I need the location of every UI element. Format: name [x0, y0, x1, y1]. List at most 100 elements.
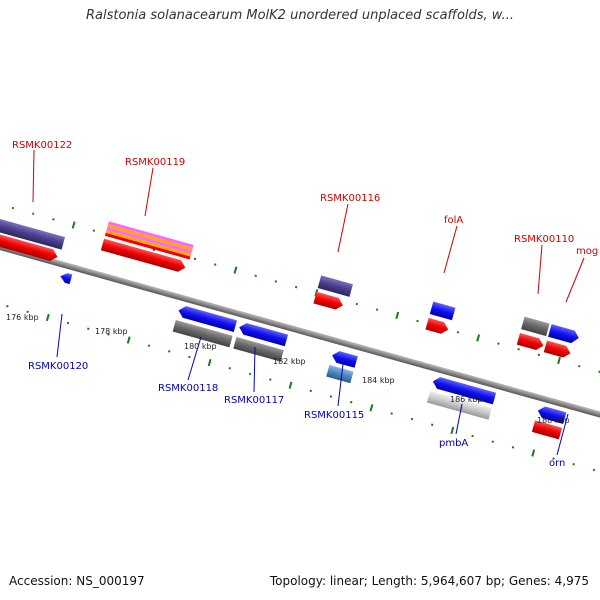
- major-tick: [450, 426, 455, 435]
- scale-label: 188 kbp: [537, 416, 570, 425]
- label-RSMK00118[interactable]: RSMK00118: [158, 383, 218, 394]
- minor-tick: [329, 395, 333, 398]
- gene-RSMK00118[interactable]: [177, 305, 237, 332]
- major-tick: [476, 334, 481, 342]
- major-tick: [233, 266, 238, 274]
- gene-RSMK00118-cds[interactable]: [172, 319, 233, 348]
- major-tick: [126, 336, 131, 344]
- scale-labels: 176 kbp 178 kbp 180 kbp 182 kbp 184 kbp …: [6, 313, 570, 425]
- gene-RSMK00116[interactable]: [317, 275, 353, 297]
- minor-tick: [269, 378, 272, 381]
- minor-tick: [537, 353, 541, 357]
- minor-tick: [92, 229, 96, 232]
- minor-tick: [552, 457, 555, 460]
- minor-tick: [497, 342, 500, 345]
- gene-RSMK00119-cds[interactable]: [100, 238, 187, 274]
- minor-tick: [456, 331, 460, 334]
- map-title: Ralstonia solanacearum MolK2 unordered u…: [85, 8, 514, 23]
- label-mog[interactable]: mog: [576, 246, 598, 257]
- minor-tick: [254, 274, 257, 278]
- label-RSMK00120[interactable]: RSMK00120: [28, 361, 88, 372]
- minor-tick: [274, 280, 278, 283]
- scale-label: 186 kbp: [450, 395, 483, 404]
- gene-RSMK00116-cds[interactable]: [313, 291, 344, 311]
- label-RSMK00116[interactable]: RSMK00116: [320, 193, 380, 204]
- gene-folA[interactable]: [429, 301, 456, 321]
- minor-tick: [87, 327, 90, 330]
- gene-RSMK00119[interactable]: [104, 221, 194, 260]
- top-gene-labels: RSMK00122 RSMK00119 RSMK00116 folA RSMK0…: [12, 140, 598, 303]
- label-pmbA[interactable]: pmbA: [439, 438, 468, 449]
- gene-orn-cds[interactable]: [531, 420, 563, 440]
- gene-mog-cds[interactable]: [543, 340, 572, 360]
- accession-text: Accession: NS_000197: [9, 574, 145, 588]
- gene-RSMK00122-cds[interactable]: [0, 230, 59, 263]
- label-RSMK00117[interactable]: RSMK00117: [224, 395, 284, 406]
- major-tick: [369, 404, 374, 412]
- minor-tick: [248, 372, 252, 376]
- gene-folA-cds[interactable]: [425, 317, 449, 335]
- summary-text: Topology: linear; Length: 5,964,607 bp; …: [269, 574, 589, 588]
- minor-tick: [511, 446, 515, 449]
- gene-pmbA[interactable]: [431, 376, 497, 405]
- gene-RSMK00115[interactable]: [330, 350, 358, 368]
- label-orn[interactable]: orn: [549, 458, 565, 469]
- label-RSMK00110[interactable]: RSMK00110: [514, 234, 574, 245]
- lower-tick-row: [6, 304, 596, 472]
- gene-RSMK00115-cds[interactable]: [326, 364, 354, 384]
- major-tick: [207, 358, 212, 367]
- gene-RSMK00120[interactable]: [59, 271, 73, 285]
- top-genes: [0, 215, 580, 360]
- gene-RSMK00117[interactable]: [238, 322, 289, 347]
- minor-tick: [410, 417, 414, 421]
- major-tick: [45, 313, 50, 322]
- minor-tick: [592, 468, 596, 472]
- upper-tick-row: [11, 206, 600, 374]
- minor-tick: [31, 212, 35, 215]
- minor-tick: [355, 302, 359, 306]
- minor-tick: [471, 434, 474, 438]
- minor-tick: [26, 310, 29, 314]
- minor-tick: [375, 308, 379, 311]
- gene-RSMK00117-cds[interactable]: [233, 336, 284, 362]
- minor-tick: [491, 440, 495, 443]
- minor-tick: [52, 218, 55, 221]
- gene-RSMK00122[interactable]: [0, 215, 66, 250]
- gene-RSMK00110[interactable]: [521, 316, 550, 337]
- label-RSMK00122[interactable]: RSMK00122: [12, 140, 72, 151]
- major-tick: [557, 356, 561, 365]
- major-tick: [288, 381, 293, 389]
- minor-tick: [147, 344, 151, 347]
- minor-tick: [517, 347, 520, 351]
- minor-tick: [11, 206, 15, 210]
- sequence-axis: [0, 238, 600, 428]
- scale-label: 180 kbp: [184, 342, 217, 351]
- minor-tick: [430, 423, 434, 426]
- major-tick: [531, 449, 536, 457]
- scale-label: 178 kbp: [95, 327, 128, 336]
- major-tick: [395, 311, 400, 319]
- scale-label: 184 kbp: [362, 376, 395, 385]
- bottom-genes: [59, 271, 567, 440]
- minor-tick: [167, 350, 171, 353]
- minor-tick: [578, 364, 581, 368]
- label-RSMK00115[interactable]: RSMK00115: [304, 410, 364, 421]
- gene-orn[interactable]: [536, 405, 567, 424]
- bottom-gene-labels: RSMK00120 RSMK00118 RSMK00117 RSMK00115 …: [28, 313, 569, 469]
- minor-tick: [193, 257, 197, 261]
- minor-tick: [294, 285, 298, 289]
- scale-label: 176 kbp: [6, 313, 39, 322]
- gene-mog[interactable]: [548, 324, 580, 345]
- minor-tick: [309, 389, 312, 393]
- major-tick: [71, 221, 76, 229]
- gene-RSMK00110-cds[interactable]: [516, 333, 545, 352]
- minor-tick: [390, 412, 393, 415]
- gene-pmbA-cds[interactable]: [426, 390, 492, 420]
- minor-tick: [107, 333, 110, 336]
- scale-label: 182 kbp: [273, 357, 306, 366]
- label-folA[interactable]: folA: [444, 215, 463, 226]
- minor-tick: [188, 355, 191, 359]
- label-RSMK00119[interactable]: RSMK00119: [125, 157, 185, 168]
- minor-tick: [6, 304, 9, 308]
